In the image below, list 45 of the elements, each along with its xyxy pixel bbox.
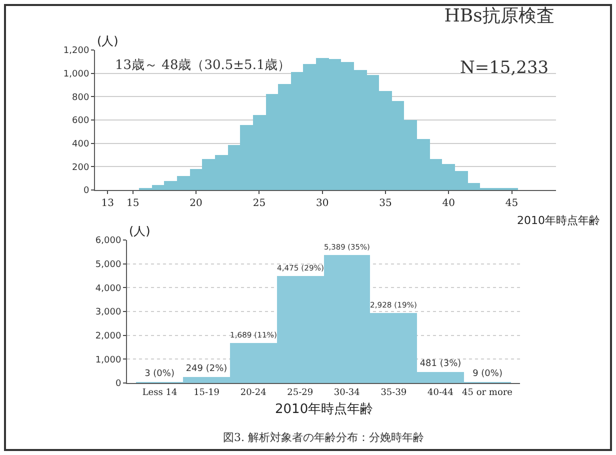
data-label: 5,389 (35%) [324, 242, 370, 252]
y-axis-title: (人) [97, 34, 118, 48]
data-label: 3 (0%) [144, 369, 174, 379]
x-tick-label: 25-29 [287, 388, 314, 398]
x-tick-label: 40 [442, 198, 456, 209]
data-label: 4,475 (29%) [277, 263, 324, 272]
x-tick-label: 45 or more [462, 388, 512, 398]
y-tick-label: 800 [72, 92, 90, 103]
y-tick-label: 0 [115, 379, 122, 390]
y-tick-label: 400 [72, 139, 90, 150]
x-tick-label: 13 [101, 198, 114, 209]
data-label: 2,928 (19%) [370, 300, 418, 310]
chart-title: HBs抗原検査 [444, 6, 554, 27]
x-axis-title: 2010年時点年齢 [275, 402, 374, 417]
caption: 図3. 解析対象者の年齢分布：分娩時年齢 [223, 431, 424, 444]
y-tick-label: 0 [83, 186, 90, 196]
x-tick-label: 30 [316, 198, 329, 209]
data-label: 481 (3%) [420, 359, 462, 369]
x-tick-label: 45 [505, 198, 518, 209]
y-tick-label: 1,200 [63, 46, 90, 56]
y-tick-label: 2,000 [95, 331, 122, 342]
data-label: 9 (0%) [472, 369, 502, 379]
y-tick-label: 4,000 [95, 284, 122, 294]
x-tick-label: 20-24 [240, 388, 267, 398]
x-tick-label: 15-19 [194, 388, 220, 398]
y-tick-label: 600 [72, 116, 90, 126]
data-label: 249 (2%) [186, 364, 228, 374]
x-tick-label: 20 [190, 198, 202, 209]
x-tick-label: Less 14 [142, 388, 178, 398]
annotation: N=15,233 [460, 58, 549, 78]
x-tick-label: 35-39 [380, 388, 407, 398]
y-tick-label: 1,000 [63, 69, 90, 80]
x-axis-title: 2010年時点年齢 [517, 214, 600, 227]
y-tick-label: 200 [72, 162, 90, 173]
y-tick-label: 6,000 [95, 236, 122, 246]
x-tick-label: 25 [252, 198, 266, 209]
annotation: 13歳～ 48歳（30.5±5.1歳） [115, 58, 291, 73]
x-tick-label: 40-44 [427, 388, 454, 398]
x-tick-label: 15 [126, 198, 140, 209]
y-tick-label: 5,000 [95, 260, 122, 270]
data-label: 1,689 (11%) [230, 330, 278, 340]
y-tick-label: 1,000 [95, 355, 122, 366]
y-tick-label: 3,000 [95, 308, 122, 318]
x-tick-label: 30-34 [334, 388, 360, 398]
x-tick-label: 35 [379, 198, 392, 209]
